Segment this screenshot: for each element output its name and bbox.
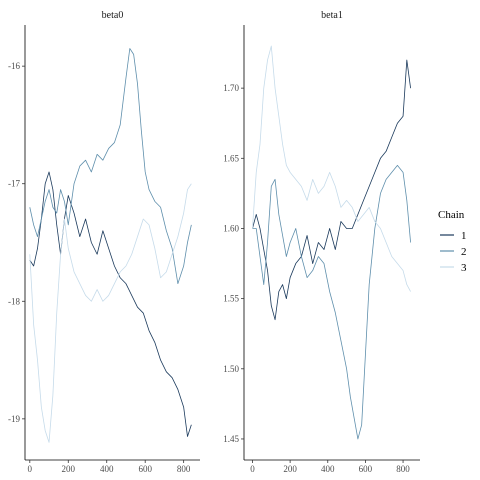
- x-tick-label: 0: [28, 464, 33, 474]
- x-tick-label: 800: [177, 464, 191, 474]
- y-tick-label: 1.65: [223, 153, 239, 163]
- panel-title: beta1: [321, 10, 343, 21]
- y-tick-label: 1.50: [223, 364, 239, 374]
- x-tick-label: 0: [250, 464, 255, 474]
- series-line-chain-2: [29, 48, 192, 285]
- x-tick-label: 200: [62, 464, 76, 474]
- y-tick-label: 1.55: [223, 294, 239, 304]
- legend-label-chain-1: 1: [461, 230, 467, 242]
- x-tick-label: 800: [396, 464, 410, 474]
- series-line-chain-1: [29, 171, 192, 437]
- x-tick-label: 400: [100, 464, 114, 474]
- y-tick-label: -17: [8, 179, 20, 189]
- panel-title: beta0: [102, 10, 124, 21]
- series-line-chain-3: [252, 45, 411, 292]
- y-tick-label: -16: [8, 61, 20, 71]
- legend-title: Chain: [438, 209, 465, 221]
- x-tick-label: 600: [359, 464, 373, 474]
- y-tick-label: 1.45: [223, 434, 239, 444]
- x-tick-label: 600: [138, 464, 152, 474]
- panel-beta0: beta0 0 200 400 600 800 -16 -17 -18 -19: [8, 10, 200, 474]
- y-tick-label: 1.60: [223, 223, 239, 233]
- legend-label-chain-3: 3: [461, 262, 467, 274]
- y-tick-label: -18: [8, 296, 20, 306]
- y-tick-label: -19: [8, 414, 20, 424]
- panel-beta1: beta1 0 200 400 600 800 1.45 1.50 1.55 1.60 1.65 1.…: [223, 10, 420, 474]
- legend-label-chain-2: 2: [461, 246, 467, 258]
- y-tick-label: 1.70: [223, 83, 239, 93]
- legend: Chain 1 2 3: [438, 209, 467, 274]
- series-line-chain-1: [252, 59, 411, 321]
- series-line-chain-3: [29, 183, 192, 443]
- series-line-chain-2: [252, 164, 411, 440]
- x-tick-label: 200: [283, 464, 297, 474]
- x-tick-label: 400: [321, 464, 335, 474]
